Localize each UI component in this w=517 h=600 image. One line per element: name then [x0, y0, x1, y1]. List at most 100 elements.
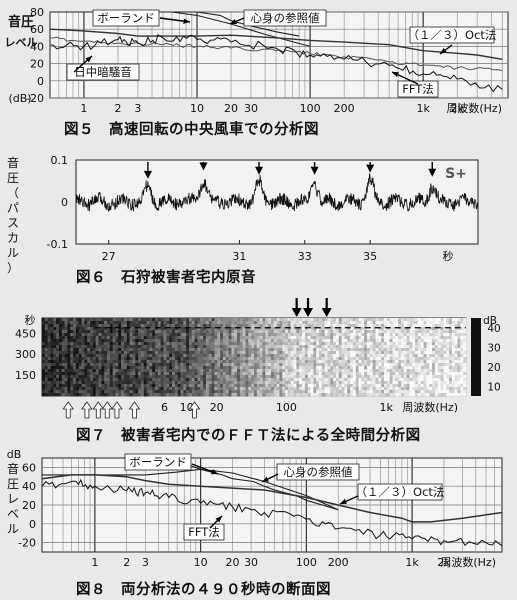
- fig7-heat-cell: [177, 345, 181, 349]
- fig7-heat-cell: [412, 318, 416, 322]
- fig7-heat-cell: [152, 336, 156, 340]
- fig7-heat-cell: [271, 339, 275, 343]
- fig7-heat-cell: [126, 339, 131, 343]
- fig7-heat-cell: [251, 333, 255, 337]
- fig7-heat-cell: [347, 360, 351, 364]
- fig7-heat-cell: [440, 387, 444, 391]
- fig7-heat-cell: [446, 378, 450, 382]
- fig7-heat-cell: [344, 369, 348, 373]
- fig7-heat-cell: [256, 354, 261, 358]
- fig7-heat-cell: [367, 378, 371, 382]
- fig7-heat-cell: [115, 369, 119, 373]
- fig7-heat-cell: [446, 354, 450, 358]
- fig7-heat-cell: [194, 348, 198, 352]
- fig7-heat-cell: [316, 321, 320, 325]
- fig7-heat-cell: [310, 366, 314, 370]
- fig7-heat-cell: [231, 321, 235, 325]
- fig7-heat-cell: [254, 369, 258, 373]
- fig7-heat-cell: [104, 360, 108, 364]
- fig7-heat-cell: [84, 360, 88, 364]
- fig7-heat-cell: [457, 390, 461, 394]
- fig7-heat-cell: [200, 354, 204, 358]
- fig7-heat-cell: [121, 366, 125, 370]
- fig7-heat-cell: [73, 345, 77, 349]
- fig7-heat-cell: [180, 342, 184, 346]
- fig7-heat-cell: [268, 333, 272, 337]
- fig7-heat-cell: [384, 372, 388, 376]
- fig7-heat-cell: [222, 342, 227, 346]
- fig7-heat-cell: [344, 375, 348, 379]
- fig7-heat-cell: [446, 384, 450, 388]
- fig7-heat-cell: [101, 363, 105, 367]
- fig7-heat-cell: [372, 378, 376, 382]
- fig7-heat-cell: [118, 366, 122, 370]
- fig7-heat-cell: [395, 330, 399, 334]
- fig7-heat-cell: [172, 354, 176, 358]
- fig7-heat-cell: [262, 336, 266, 340]
- fig7-heat-cell: [84, 378, 88, 382]
- fig7-heat-cell: [191, 342, 196, 346]
- fig7-heat-cell: [87, 342, 91, 346]
- fig7-heat-cell: [98, 333, 102, 337]
- fig7-heat-cell: [222, 381, 227, 385]
- fig7-heat-cell: [200, 324, 204, 328]
- fig7-heat-cell: [451, 318, 456, 322]
- fig7-heat-cell: [361, 345, 365, 349]
- fig7-heat-cell: [355, 387, 360, 391]
- fig7-heat-cell: [449, 342, 453, 346]
- fig7-heat-cell: [166, 363, 170, 367]
- fig7-heat-cell: [146, 360, 150, 364]
- fig7-heat-cell: [98, 324, 102, 328]
- fig7-heat-cell: [186, 381, 190, 385]
- fig7-heat-cell: [118, 381, 122, 385]
- fig7-heat-cell: [375, 360, 379, 364]
- fig7-heat-cell: [327, 375, 331, 379]
- fig5-ytick: 0: [37, 75, 44, 88]
- fig7-heat-cell: [95, 342, 99, 346]
- fig7-heat-cell: [265, 327, 269, 331]
- fig7-heat-cell: [282, 372, 286, 376]
- fig7-heat-cell: [316, 372, 320, 376]
- fig7-heat-cell: [336, 375, 340, 379]
- fig7-heat-cell: [293, 390, 297, 394]
- fig7-heat-cell: [287, 375, 292, 379]
- fig7-heat-cell: [344, 372, 348, 376]
- fig7-heat-cell: [112, 321, 116, 325]
- fig7-heat-cell: [197, 345, 201, 349]
- fig7-heat-cell: [437, 369, 441, 373]
- fig7-heat-cell: [409, 324, 413, 328]
- fig7-heat-cell: [296, 375, 300, 379]
- fig7-heat-cell: [140, 324, 145, 328]
- fig7-heat-cell: [401, 384, 405, 388]
- fig7-heat-cell: [313, 336, 317, 340]
- fig7-heat-cell: [268, 321, 272, 325]
- fig5-annotation-box: [66, 63, 140, 81]
- fig7-heat-cell: [64, 366, 68, 370]
- fig7-heat-cell: [302, 393, 306, 397]
- fig7-heat-cell: [321, 351, 326, 355]
- fig5-ytick: 60: [30, 23, 44, 36]
- fig7-heat-cell: [220, 348, 224, 352]
- fig7-heat-cell: [126, 387, 131, 391]
- fig7-heat-cell: [287, 339, 292, 343]
- fig7-heat-cell: [251, 318, 255, 322]
- fig7-heat-cell: [53, 375, 57, 379]
- fig7-heat-cell: [81, 378, 85, 382]
- fig7-heat-cell: [454, 384, 458, 388]
- fig7-heat-cell: [358, 360, 362, 364]
- fig7-heat-cell: [98, 381, 102, 385]
- fig7-heat-cell: [347, 366, 351, 370]
- fig7-heat-cell: [237, 381, 241, 385]
- fig7-heat-cell: [344, 336, 348, 340]
- fig7-heat-cell: [336, 390, 340, 394]
- fig7-heat-cell: [225, 321, 229, 325]
- fig7-heat-cell: [440, 369, 444, 373]
- fig7-heat-cell: [307, 372, 311, 376]
- fig7-heat-cell: [321, 342, 326, 346]
- fig7-heat-cell: [205, 330, 210, 334]
- fig7-heat-cell: [95, 321, 99, 325]
- fig7-heat-cell: [73, 384, 77, 388]
- fig5-xtick: 30: [244, 102, 258, 115]
- fig7-heat-cell: [135, 333, 139, 337]
- fig7-heat-cell: [163, 342, 167, 346]
